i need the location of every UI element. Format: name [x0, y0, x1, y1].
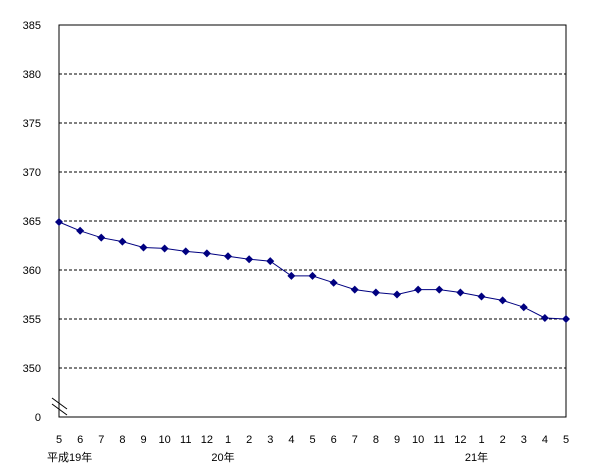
data-point: [181, 247, 190, 256]
x-tick-label: 9: [140, 434, 146, 446]
y-tick-label: 365: [23, 216, 41, 228]
data-point: [540, 314, 549, 323]
data-point: [287, 271, 296, 280]
x-tick-label: 7: [352, 434, 358, 446]
x-tick-label: 5: [563, 434, 569, 446]
gridlines: [59, 73, 566, 369]
data-point: [202, 249, 211, 258]
y-tick-label: 385: [23, 20, 41, 32]
x-tick-label: 1: [478, 434, 484, 446]
data-point: [562, 315, 570, 323]
x-tick-label: 2: [500, 434, 506, 446]
data-point: [329, 278, 338, 287]
year-label: 平成19年: [47, 450, 92, 464]
year-labels: 平成19年 20年 21年: [47, 450, 488, 464]
data-point: [393, 290, 401, 299]
axis-break-mark: [51, 397, 68, 410]
x-tick-label: 11: [180, 434, 191, 446]
x-tick-label: 10: [159, 434, 171, 446]
x-tick-label: 6: [331, 434, 337, 446]
x-tick-label: 8: [373, 434, 379, 446]
year-label: 20年: [211, 450, 234, 464]
data-point: [224, 252, 232, 261]
x-tick-label: 10: [412, 434, 424, 446]
data-point: [55, 217, 63, 226]
data-point: [498, 296, 507, 305]
data-point: [435, 285, 444, 294]
y-tick-labels: 385 380 375 370 365 360 355 350 0: [23, 20, 41, 424]
y-tick-label: 370: [23, 167, 41, 179]
y-tick-label: 380: [23, 69, 41, 81]
x-tick-label: 5: [56, 434, 62, 446]
data-point: [350, 285, 359, 294]
data-point: [371, 288, 380, 297]
data-point: [477, 292, 486, 301]
data-point: [266, 257, 275, 266]
y-tick-label: 355: [23, 314, 41, 326]
x-tick-label: 8: [119, 434, 125, 446]
x-tick-label: 12: [454, 434, 466, 446]
x-tick-label: 5: [309, 434, 315, 446]
data-point: [519, 303, 528, 312]
data-point: [76, 226, 85, 235]
y-tick-label: 350: [23, 363, 41, 375]
x-tick-label: 3: [521, 434, 527, 446]
axis-break-mark: [51, 403, 68, 416]
y-tick-label: 0: [35, 412, 41, 424]
data-point: [139, 243, 148, 252]
data-point: [118, 237, 127, 246]
data-point: [97, 233, 106, 242]
x-tick-label: 11: [434, 434, 445, 446]
data-point: [414, 285, 423, 294]
x-tick-label: 1: [225, 434, 231, 446]
x-tick-label: 2: [246, 434, 252, 446]
year-label: 21年: [465, 450, 488, 464]
y-tick-label: 375: [23, 118, 41, 130]
x-tick-label: 12: [201, 434, 213, 446]
x-tick-label: 4: [288, 434, 294, 446]
data-point: [308, 271, 317, 280]
x-tick-label: 3: [267, 434, 273, 446]
data-point: [245, 255, 254, 264]
data-point: [160, 244, 169, 253]
x-tick-label: 7: [98, 434, 104, 446]
x-tick-labels: 5 6 7 8 9 10 11 12 1 2 3 4 5 6 7 8 9 10 11 12 1 2 3 4 5: [56, 434, 569, 446]
x-tick-label: 9: [394, 434, 400, 446]
x-tick-label: 6: [77, 434, 83, 446]
x-tick-label: 4: [542, 434, 548, 446]
series: [55, 217, 570, 323]
data-point: [456, 288, 465, 297]
y-tick-label: 360: [23, 265, 41, 277]
